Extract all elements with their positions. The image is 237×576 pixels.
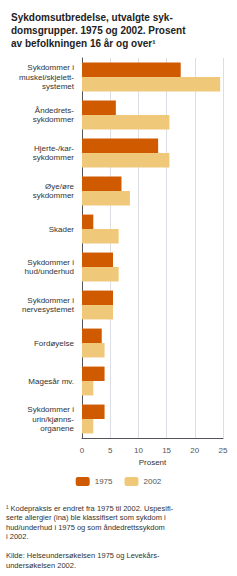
svg-text:Sykdommer i: Sykdommer i [27, 63, 74, 72]
svg-text:organene: organene [40, 424, 74, 433]
svg-text:Øye/øre: Øye/øre [45, 182, 74, 191]
svg-text:Sykdomsutbredelse, utvalgte sy: Sykdomsutbredelse, utvalgte syk- [11, 12, 173, 23]
svg-text:0: 0 [80, 446, 85, 455]
svg-text:av befolkningen 16 år og over¹: av befolkningen 16 år og over¹ [11, 38, 156, 49]
svg-text:Sykdommer i: Sykdommer i [27, 405, 74, 414]
svg-text:10: 10 [134, 446, 143, 455]
svg-text:15: 15 [162, 446, 171, 455]
svg-text:Sykdommer i: Sykdommer i [27, 296, 74, 305]
svg-text:i 2002.: i 2002. [6, 532, 29, 541]
svg-text:sykdommer: sykdommer [33, 115, 75, 124]
svg-text:2002: 2002 [144, 477, 162, 486]
svg-text:Kilde: Helseundersøkelsen 1975: Kilde: Helseundersøkelsen 1975 og Levekå… [6, 551, 160, 560]
svg-text:nervesystemet: nervesystemet [22, 305, 75, 314]
svg-text:sykdommer: sykdommer [33, 153, 75, 162]
svg-text:¹ Kodepraksis er endret fra 19: ¹ Kodepraksis er endret fra 1975 til 200… [6, 504, 174, 513]
svg-text:5: 5 [108, 446, 113, 455]
svg-text:20: 20 [190, 446, 199, 455]
svg-text:muskel/skjelett-: muskel/skjelett- [19, 73, 74, 82]
svg-text:serte allergier (ina) ble klas: serte allergier (ina) ble klassifisert s… [6, 513, 166, 522]
svg-text:domsgrupper. 1975 og 2002. Pro: domsgrupper. 1975 og 2002. Prosent [11, 25, 186, 36]
svg-text:sykdommer: sykdommer [33, 191, 75, 200]
svg-text:Åndedrets-: Åndedrets- [35, 106, 74, 115]
svg-text:Sykdommer i: Sykdommer i [27, 258, 74, 267]
svg-text:hud/underhud: hud/underhud [25, 267, 74, 276]
svg-text:urin/kjønns-: urin/kjønns- [32, 415, 74, 424]
svg-text:Hjerte-/kar-: Hjerte-/kar- [34, 144, 74, 153]
svg-text:hud/underhud i 1975 og som ånd: hud/underhud i 1975 og som åndedrettssyk… [6, 523, 165, 532]
svg-text:Skader: Skader [49, 225, 75, 234]
svg-text:25: 25 [219, 446, 228, 455]
svg-text:Fordøyelse: Fordøyelse [34, 339, 75, 348]
svg-text:Magesår mv.: Magesår mv. [28, 377, 74, 386]
svg-text:1975: 1975 [95, 477, 113, 486]
svg-text:Prosent: Prosent [139, 458, 167, 467]
svg-text:undersøkelsen 2002.: undersøkelsen 2002. [6, 561, 76, 570]
svg-text:systemet: systemet [42, 82, 75, 91]
